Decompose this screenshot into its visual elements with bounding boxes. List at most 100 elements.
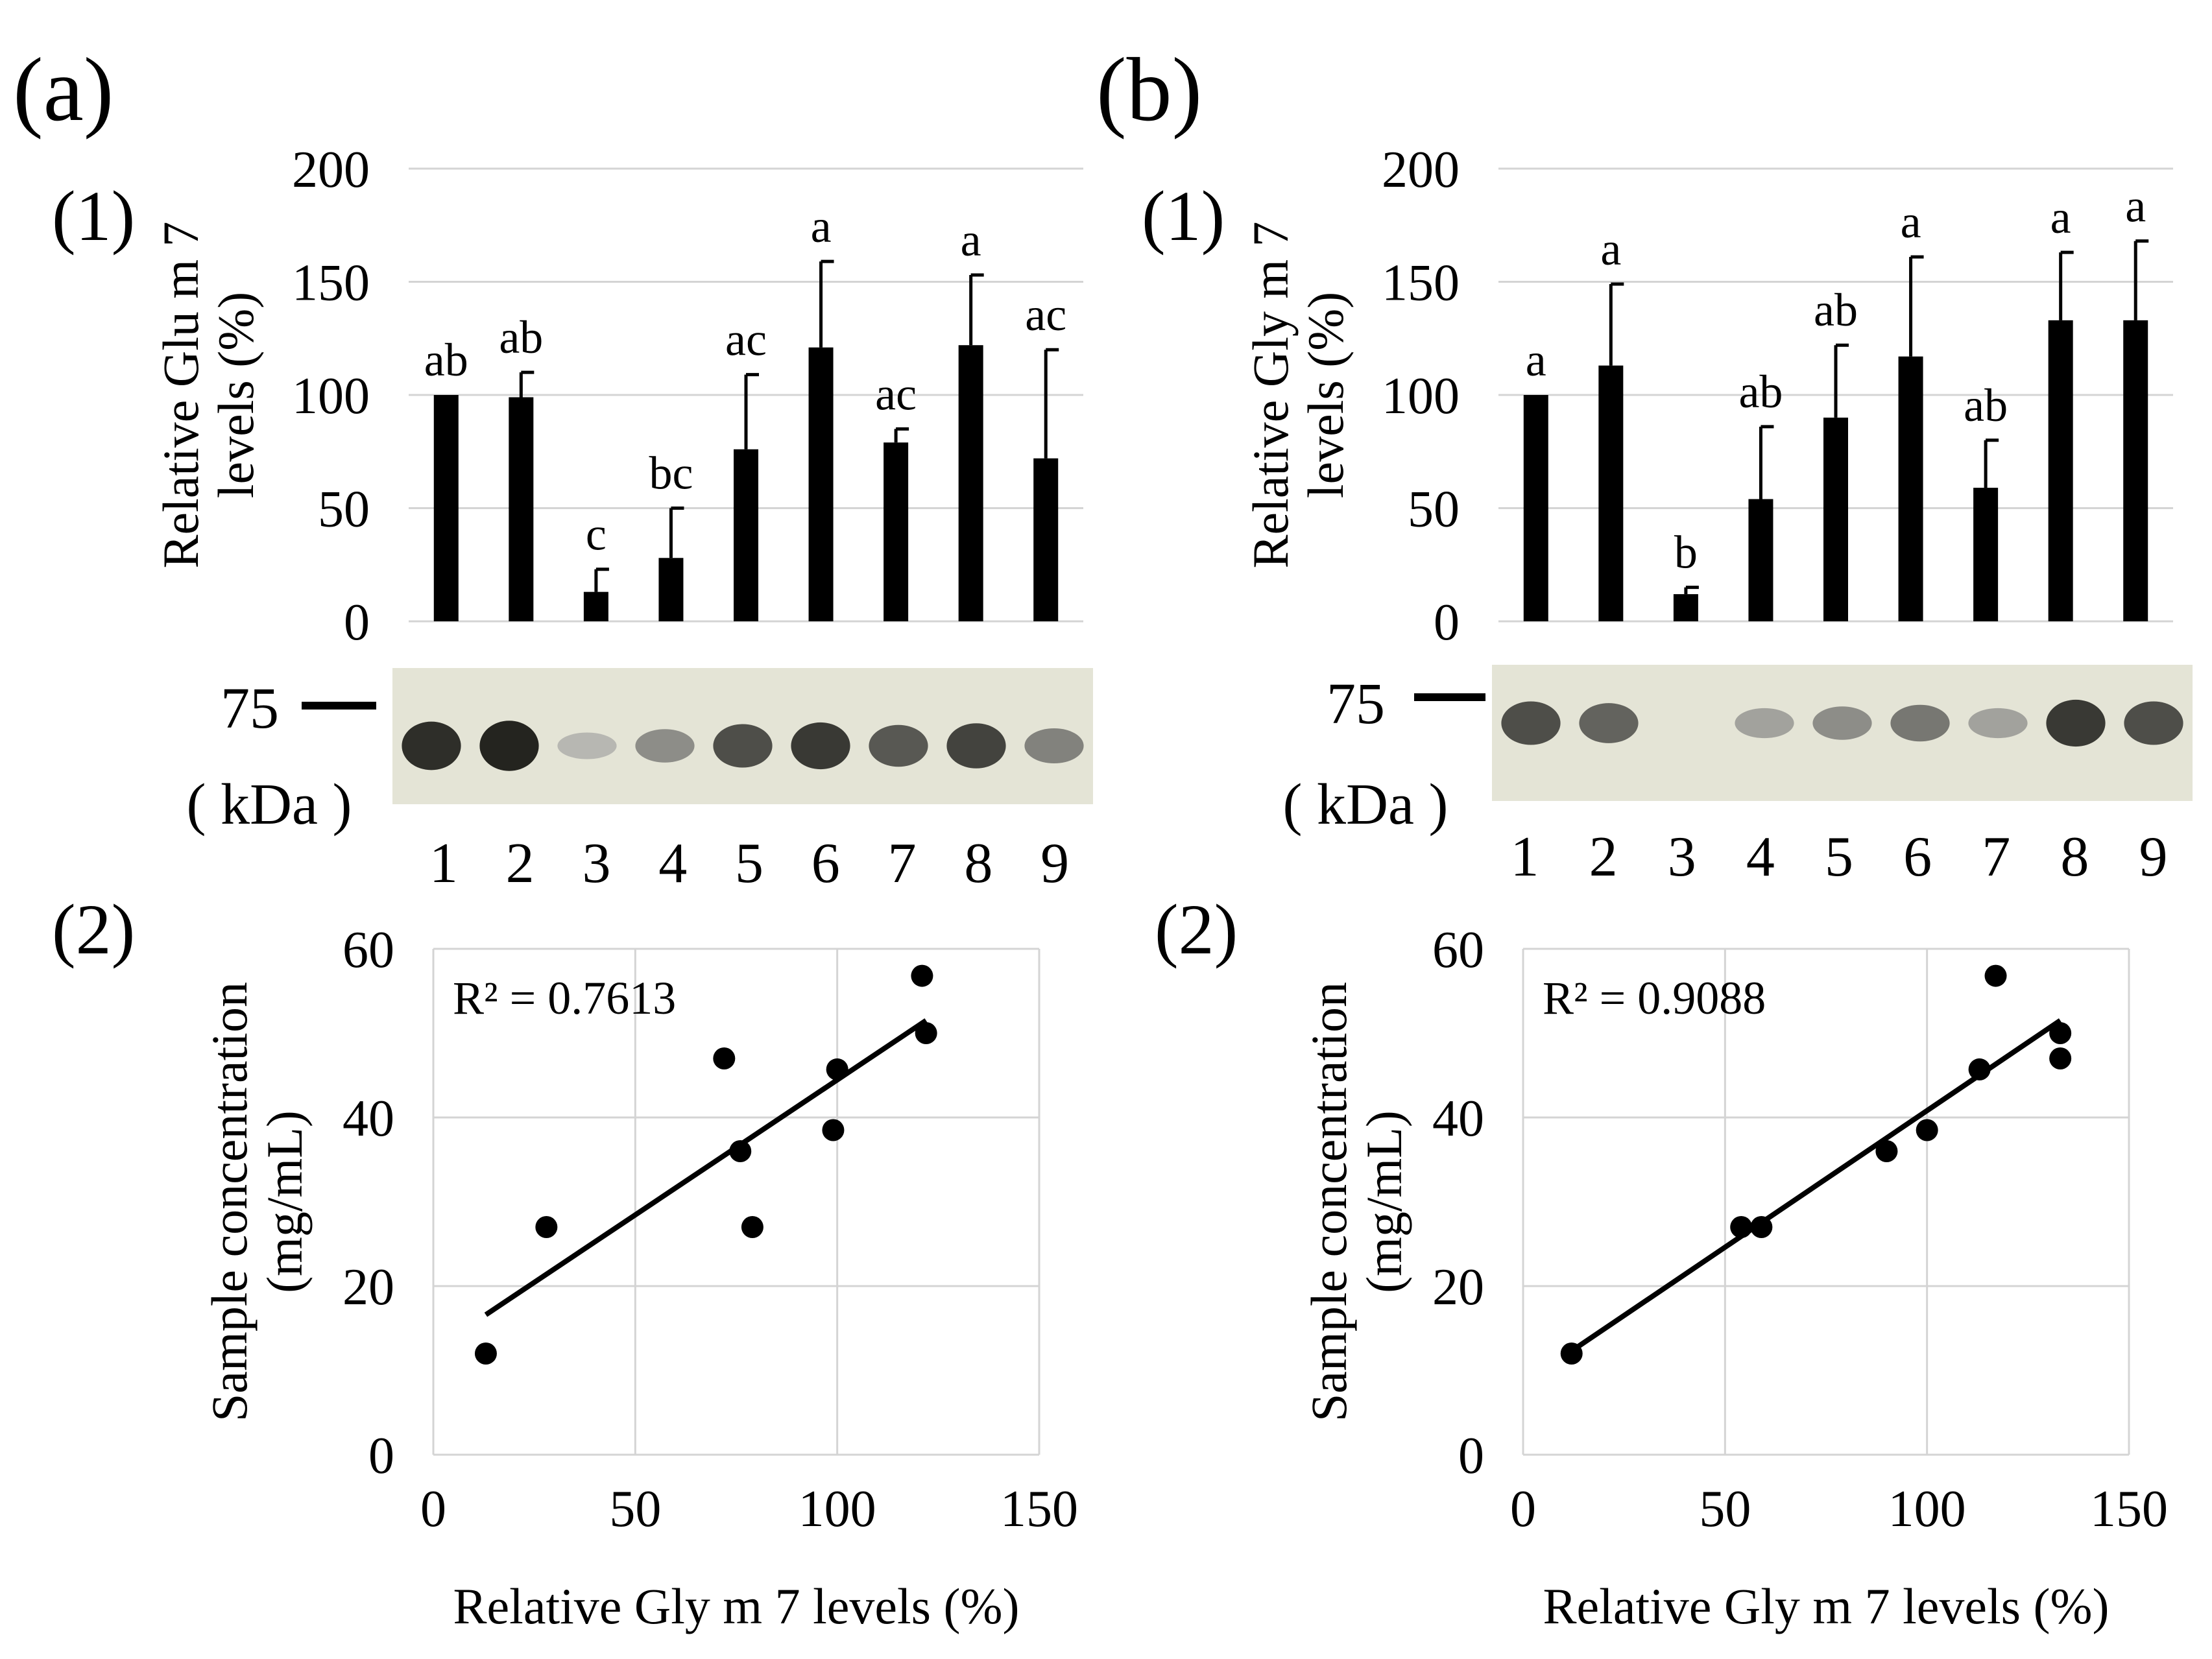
blot-band	[1890, 704, 1950, 742]
y-tick-label: 100	[1382, 368, 1460, 425]
y-tick-label: 60	[343, 922, 394, 979]
x-axis-label: Relative Gly m 7 levels (%)	[453, 1578, 1020, 1634]
y-tick-label: 0	[368, 1427, 394, 1485]
r-squared-annotation: R² = 0.7613	[453, 972, 676, 1024]
y-tick-label: 50	[318, 481, 370, 538]
panel-a-letter: (a)	[13, 40, 114, 140]
blot-band	[1024, 728, 1084, 763]
bar	[734, 449, 758, 621]
significance-letter: ac	[875, 368, 917, 420]
lane-label: 1	[1511, 826, 1539, 889]
bar	[1523, 395, 1548, 621]
blot-band	[1812, 706, 1872, 740]
significance-letter: b	[1674, 527, 1698, 579]
x-tick-label: 150	[1000, 1481, 1078, 1538]
lane-label: 5	[1825, 826, 1853, 889]
blot-band	[791, 722, 850, 770]
bar	[958, 345, 983, 621]
blot-band	[479, 721, 539, 771]
bar	[2048, 320, 2073, 621]
data-point	[1560, 1343, 1583, 1365]
bar	[1823, 417, 1848, 621]
bar	[1033, 458, 1059, 621]
bar	[1973, 488, 1999, 621]
trendline	[484, 1018, 928, 1317]
blot-band	[402, 721, 461, 770]
significance-letter: a	[1526, 334, 1546, 386]
data-point	[911, 964, 933, 987]
marker-75-label-a: 75	[221, 676, 279, 741]
y-tick-label: 40	[343, 1090, 394, 1147]
data-point	[2049, 1022, 2072, 1044]
significance-letter: a	[961, 214, 981, 266]
kda-unit-label-a: ( kDa )	[187, 772, 352, 837]
data-point	[741, 1216, 763, 1238]
y-axis-label-line2: (mg/mL)	[256, 1110, 313, 1293]
data-point	[1750, 1216, 1773, 1238]
scatter-chart-a: 0 20 40 60 0 50 100 150 Relative Gly m 7 levels …	[201, 922, 1078, 1634]
y-tick-label: 20	[343, 1259, 394, 1316]
blot-band	[1579, 703, 1639, 743]
y-axis-label-line1: Relative Glu m 7	[152, 221, 209, 568]
y-tick-label: 0	[1434, 594, 1460, 651]
y-tick-label: 150	[1382, 255, 1460, 312]
significance-letter: ab	[499, 311, 543, 363]
y-tick-label: 200	[292, 141, 370, 198]
lane-label: 4	[1746, 826, 1775, 889]
data-point	[1875, 1140, 1898, 1162]
y-tick-label: 50	[1408, 481, 1460, 538]
lane-label: 8	[964, 832, 992, 895]
bar	[1598, 365, 1624, 621]
lane-label: 8	[2060, 826, 2089, 889]
lane-label: 3	[1668, 826, 1696, 889]
r-squared-annotation: R² = 0.9088	[1543, 972, 1766, 1024]
blot-band	[869, 724, 928, 767]
x-tick-label: 0	[420, 1481, 446, 1538]
y-axis-label-line1: Sample concentration	[201, 982, 258, 1422]
data-point	[915, 1022, 937, 1044]
panel-b-sub1: (1)	[1142, 176, 1225, 256]
panel-b-sub2: (2)	[1155, 890, 1238, 969]
lane-label: 7	[888, 832, 917, 895]
marker-75-label-b: 75	[1327, 672, 1385, 736]
data-point	[474, 1343, 497, 1365]
scatter-chart-b: 0 20 40 60 0 50 100 150 Relative Gly m 7 levels …	[1301, 922, 2168, 1634]
significance-letter: bc	[649, 448, 693, 499]
x-tick-label: 100	[1888, 1481, 1966, 1538]
kda-unit-label-b: ( kDa )	[1283, 772, 1449, 837]
blot-band	[635, 729, 695, 763]
panel-b-letter: (b)	[1096, 40, 1202, 140]
bar	[1748, 499, 1773, 621]
x-tick-label: 150	[2090, 1481, 2168, 1538]
blot-band	[1968, 708, 2028, 739]
panel-a-sub2: (2)	[52, 890, 135, 969]
data-point	[1916, 1119, 1938, 1141]
significance-letter: c	[586, 508, 607, 560]
blot-band	[2046, 699, 2106, 747]
y-tick-label: 0	[1458, 1427, 1484, 1485]
data-point	[1730, 1216, 1753, 1238]
y-tick-label: 100	[292, 368, 370, 425]
y-tick-label: 200	[1382, 141, 1460, 198]
y-axis-label-line2: (mg/mL)	[1356, 1110, 1412, 1293]
lane-label: 9	[2139, 826, 2167, 889]
significance-letter: ac	[725, 314, 767, 366]
lane-label: 6	[811, 832, 840, 895]
data-point	[729, 1140, 752, 1162]
significance-letter: ab	[1964, 379, 2008, 431]
bar	[1898, 356, 1923, 621]
x-tick-label: 50	[1699, 1481, 1751, 1538]
panel-a-sub1: (1)	[52, 176, 135, 256]
bar	[808, 347, 834, 621]
y-axis-label-line2: levels (%)	[208, 292, 264, 498]
bar	[658, 558, 684, 621]
data-point	[535, 1216, 558, 1238]
x-tick-label: 0	[1510, 1481, 1536, 1538]
data-point	[1984, 964, 2007, 987]
data-point	[713, 1047, 736, 1069]
data-point	[822, 1119, 845, 1141]
y-tick-label: 0	[344, 594, 370, 651]
